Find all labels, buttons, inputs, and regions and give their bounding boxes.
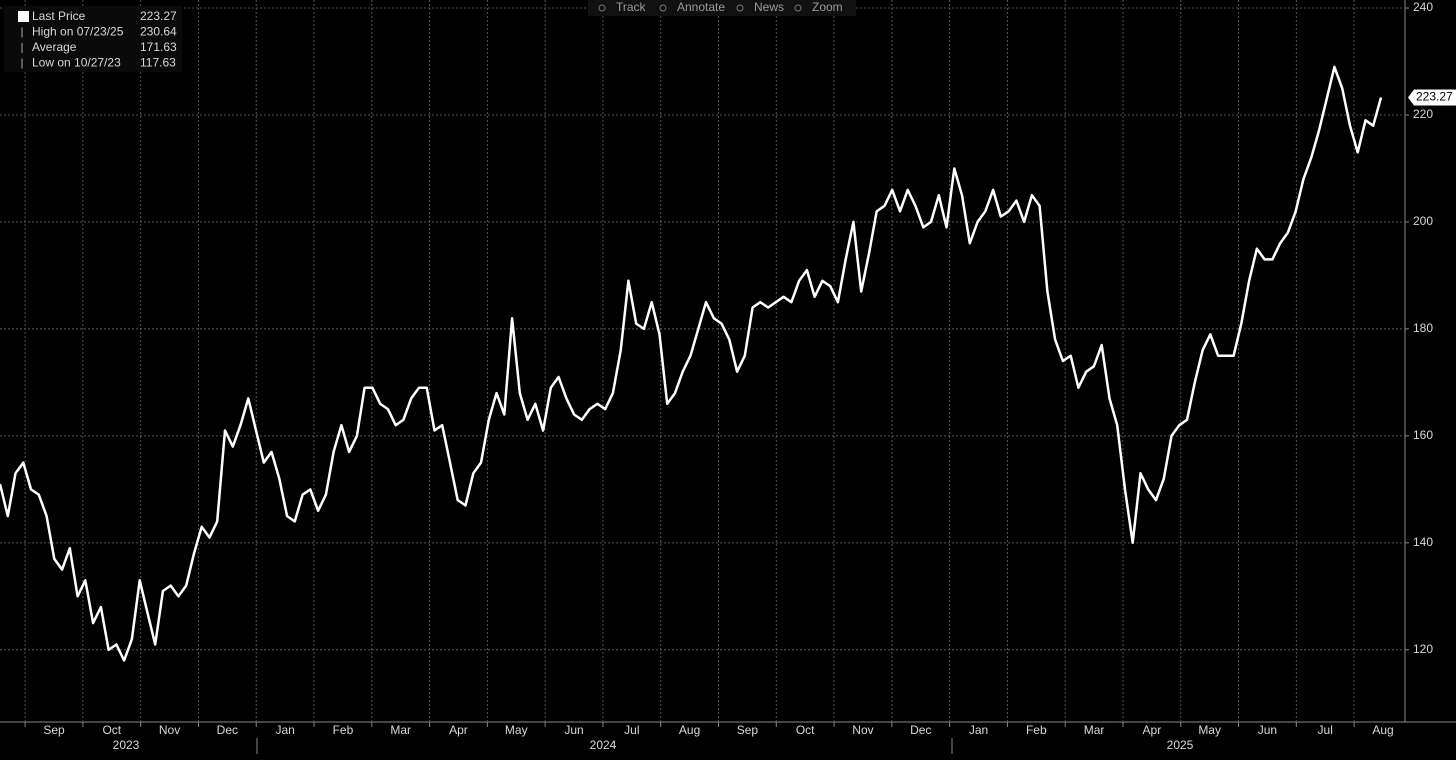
x-tick-label: Nov bbox=[159, 723, 180, 737]
x-tick-label: Sep bbox=[43, 723, 65, 737]
x-tick-label: Jul bbox=[1318, 723, 1333, 737]
legend-value: 230.64 bbox=[140, 25, 177, 39]
x-tick-label: Aug bbox=[679, 723, 700, 737]
legend-value: 171.63 bbox=[140, 40, 177, 54]
x-tick-label: Feb bbox=[1026, 723, 1047, 737]
legend-swatch bbox=[18, 11, 29, 22]
x-tick-label: Apr bbox=[449, 723, 468, 737]
toolbar-icon bbox=[598, 4, 606, 12]
legend-label: Low on 10/27/23 bbox=[32, 56, 121, 70]
legend-panel bbox=[4, 6, 182, 72]
x-tick-label: Jan bbox=[275, 723, 294, 737]
x-tick-label: Jul bbox=[624, 723, 639, 737]
legend-label: High on 07/23/25 bbox=[32, 25, 124, 39]
x-tick-label: Jun bbox=[564, 723, 583, 737]
price-line bbox=[0, 65, 1383, 662]
x-tick-label: Jan bbox=[969, 723, 988, 737]
legend-value: 223.27 bbox=[140, 9, 177, 23]
last-price-label: 223.27 bbox=[1416, 90, 1453, 104]
y-tick-label: 180 bbox=[1413, 321, 1433, 335]
x-tick-label: Aug bbox=[1372, 723, 1393, 737]
x-tick-label: Jun bbox=[1258, 723, 1277, 737]
toolbar-button[interactable]: Annotate bbox=[677, 0, 725, 14]
toolbar-icon bbox=[736, 4, 744, 12]
x-tick-label: Dec bbox=[910, 723, 931, 737]
y-tick-label: 160 bbox=[1413, 428, 1433, 442]
toolbar-button[interactable]: Track bbox=[616, 0, 647, 14]
year-label: 2023 bbox=[113, 738, 140, 752]
toolbar-icon bbox=[659, 4, 667, 12]
marks bbox=[0, 65, 1383, 662]
legend-label: Last Price bbox=[32, 9, 86, 23]
year-label: 2025 bbox=[1167, 738, 1194, 752]
x-tick-label: Dec bbox=[217, 723, 238, 737]
x-tick-label: Feb bbox=[333, 723, 354, 737]
x-tick-label: May bbox=[505, 723, 528, 737]
y-tick-label: 220 bbox=[1413, 107, 1433, 121]
ui: 120 140 160 180 200 220 240 Sep Oct Nov Dec Jan Feb M… bbox=[4, 0, 1456, 754]
legend-value: 117.63 bbox=[140, 56, 176, 70]
toolbar-icon bbox=[794, 4, 802, 12]
y-tick-label: 120 bbox=[1413, 642, 1433, 656]
last-price-tag bbox=[1408, 89, 1456, 106]
y-tick-label: 140 bbox=[1413, 535, 1433, 549]
x-tick-label: Sep bbox=[737, 723, 759, 737]
x-tick-label: Oct bbox=[796, 723, 815, 737]
toolbar bbox=[588, 0, 856, 16]
y-tick-label: 240 bbox=[1413, 0, 1433, 14]
toolbar-button[interactable]: Zoom bbox=[812, 0, 843, 14]
x-tick-label: Apr bbox=[1143, 723, 1162, 737]
y-tick-label: 200 bbox=[1413, 214, 1433, 228]
grid bbox=[0, 0, 1409, 727]
x-tick-label: Oct bbox=[102, 723, 121, 737]
year-label: 2024 bbox=[590, 738, 617, 752]
x-tick-label: Mar bbox=[390, 723, 411, 737]
x-tick-label: Mar bbox=[1084, 723, 1105, 737]
x-tick-label: Nov bbox=[852, 723, 873, 737]
x-tick-label: May bbox=[1198, 723, 1221, 737]
toolbar-button[interactable]: News bbox=[754, 0, 784, 14]
legend-label: Average bbox=[32, 40, 77, 54]
